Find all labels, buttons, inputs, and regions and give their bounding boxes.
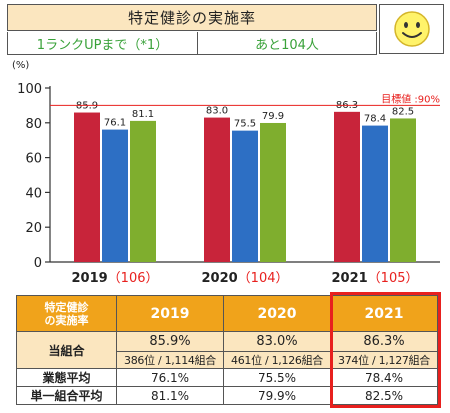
bar-2019-1	[102, 129, 128, 262]
x-category-count: （104）	[238, 271, 289, 286]
bar-2021-2	[390, 118, 416, 262]
table-row: 当組合 85.9% 83.0% 86.3%	[16, 331, 438, 369]
data-label: 75.5	[234, 119, 256, 130]
x-category-count: （105）	[368, 271, 419, 286]
bar-2020-1	[232, 130, 258, 262]
gyotai-value-2021: 78.4%	[330, 368, 438, 387]
row-label-gyotai: 業態平均	[16, 368, 117, 387]
bar-2019-2	[130, 120, 156, 262]
kumiai-value-2019: 85.9%	[116, 331, 224, 352]
table-header-label-text: 特定健診 の実施率	[44, 300, 89, 327]
x-category-year: 2019	[71, 271, 107, 286]
x-category-label: 2021（105）	[331, 271, 418, 286]
smiley-face-icon	[393, 11, 430, 47]
kumiai-value-2020: 83.0%	[223, 331, 331, 352]
bar-2020-2	[260, 122, 286, 262]
y-tick-label: 100	[17, 82, 42, 97]
row-label-kumiai: 当組合	[16, 331, 117, 369]
table-header-year-2020: 2020	[223, 295, 331, 332]
bar-2021-0	[334, 111, 360, 262]
table-row: 単一組合平均 81.1% 79.9% 82.5%	[16, 386, 438, 405]
gyotai-value-2019: 76.1%	[116, 368, 224, 387]
data-label: 83.0	[206, 106, 228, 117]
y-tick-label: 20	[25, 221, 42, 236]
y-tick-label: 80	[25, 117, 42, 132]
table-header-year-2021: 2021	[330, 295, 438, 332]
face-panel	[379, 4, 444, 54]
data-label: 79.9	[262, 111, 284, 122]
rank-up-row: 1ランクUPまで（*1） あと104人	[7, 32, 377, 55]
remaining-count: あと104人	[255, 37, 319, 53]
tanitsu-value-2020: 79.9%	[223, 386, 331, 405]
data-label: 78.4	[364, 114, 386, 125]
x-category-label: 2019（106）	[71, 271, 158, 286]
bar-chart: (%) 0 20 40 60 80 100 85.9 76.1 81.1 2019（106） 83.0…	[12, 60, 440, 286]
y-tick-label: 40	[25, 186, 42, 201]
data-label: 82.5	[392, 106, 414, 117]
gyotai-value-2020: 75.5%	[223, 368, 331, 387]
data-label: 85.9	[76, 101, 98, 112]
header-panel: 特定健診の実施率 1ランクUPまで（*1） あと104人	[7, 4, 444, 56]
x-category-year: 2021	[331, 271, 367, 286]
data-label: 81.1	[132, 109, 154, 120]
y-tick-label: 0	[34, 256, 42, 271]
x-category-label: 2020（104）	[201, 271, 288, 286]
x-category-year: 2020	[201, 271, 237, 286]
table-row: 業態平均 76.1% 75.5% 78.4%	[16, 368, 438, 387]
y-tick-label: 60	[25, 152, 42, 167]
rank-up-label: 1ランクUPまで（*1）	[8, 32, 198, 54]
table-header-row: 特定健診 の実施率 2019 2020 2021	[16, 295, 438, 332]
tanitsu-value-2021: 82.5%	[330, 386, 438, 405]
summary-table: 特定健診 の実施率 2019 2020 2021 当組合 85.9% 83.0% …	[16, 295, 438, 405]
y-unit-label: (%)	[12, 60, 29, 71]
bar-2019-0	[74, 112, 100, 262]
tanitsu-value-2019: 81.1%	[116, 386, 224, 405]
target-label: 目標値 :90%	[381, 92, 440, 105]
page-title: 特定健診の実施率	[7, 4, 377, 31]
table-header-year-2019: 2019	[116, 295, 224, 332]
row-label-tanitsu: 単一組合平均	[16, 386, 117, 405]
data-label: 76.1	[104, 118, 126, 129]
bar-2020-0	[204, 117, 230, 262]
table-header-label: 特定健診 の実施率	[16, 295, 117, 332]
bar-2021-1	[362, 125, 388, 262]
kumiai-rank-2020: 461位 / 1,126組合	[223, 351, 331, 369]
kumiai-rank-2019: 386位 / 1,114組合	[116, 351, 224, 369]
x-category-count: （106）	[108, 271, 159, 286]
kumiai-value-2021: 86.3%	[330, 331, 438, 352]
kumiai-rank-2021: 374位 / 1,127組合	[330, 351, 438, 369]
